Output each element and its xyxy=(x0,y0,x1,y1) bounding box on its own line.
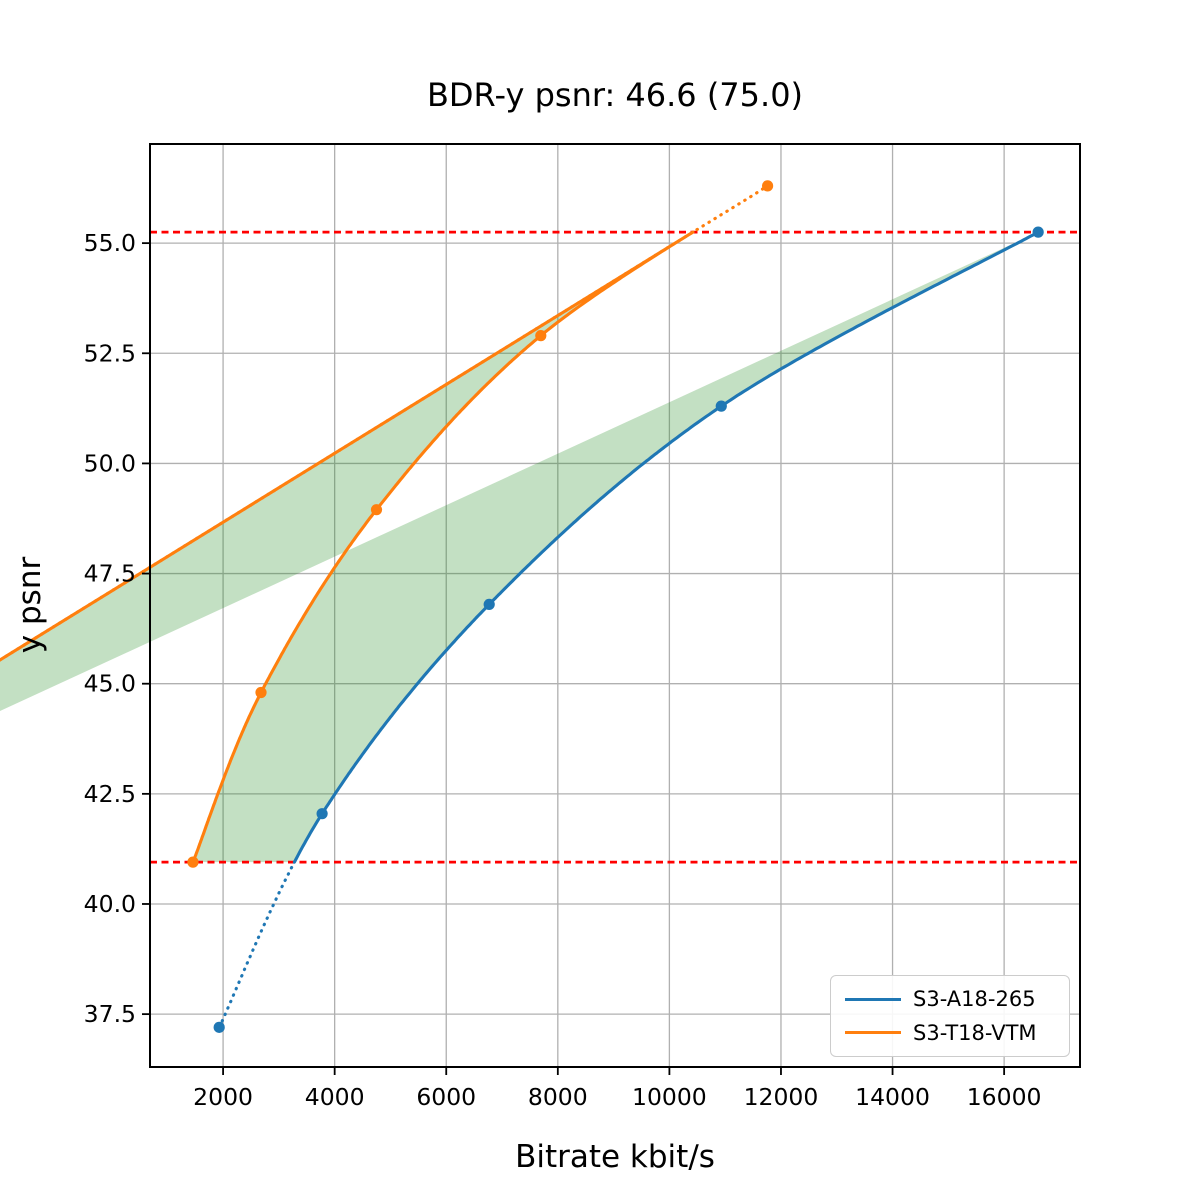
data-point-marker xyxy=(483,598,495,610)
data-point-marker xyxy=(761,180,774,192)
data-point-marker xyxy=(370,504,383,516)
y-tick-label: 40.0 xyxy=(84,890,136,918)
x-tick-label: 14000 xyxy=(855,1083,930,1111)
legend-line-sample-orange xyxy=(845,1031,901,1035)
legend-item-s3-t18-vtm: S3-T18-VTM xyxy=(831,1021,1069,1045)
y-tick-label: 52.5 xyxy=(84,339,136,367)
x-axis-label: Bitrate kbit/s xyxy=(515,1139,715,1175)
curve-s3-t18-vtm-extrapolated xyxy=(0,184,770,662)
x-tick-label: 12000 xyxy=(744,1083,819,1111)
x-tick-label: 8000 xyxy=(528,1083,588,1111)
data-point-marker xyxy=(316,808,328,820)
x-tick-label: 16000 xyxy=(967,1083,1042,1111)
curve-s3-a18-265-extrapolated xyxy=(217,860,296,1029)
plot-border xyxy=(149,143,1081,1068)
x-tick-label: 6000 xyxy=(416,1083,476,1111)
legend-line-sample-blue xyxy=(845,997,901,1001)
y-tick-label: 50.0 xyxy=(84,449,136,477)
y-axis-label: y psnr xyxy=(12,556,48,654)
bd-shaded-region xyxy=(0,232,1039,863)
legend: S3-A18-265 S3-T18-VTM xyxy=(830,975,1070,1057)
x-tick-label: 10000 xyxy=(632,1083,707,1111)
y-tick-label: 42.5 xyxy=(84,780,136,808)
curve-s3-a18-265 xyxy=(292,230,1040,864)
data-point-marker xyxy=(187,856,199,868)
data-point-marker xyxy=(255,686,267,699)
data-point-marker xyxy=(1032,226,1044,238)
data-point-marker xyxy=(213,1021,225,1033)
data-point-marker xyxy=(535,330,547,342)
legend-item-s3-a18-265: S3-A18-265 xyxy=(831,987,1069,1011)
chart-title: BDR-y psnr: 46.6 (75.0) xyxy=(426,76,804,114)
y-tick-label: 37.5 xyxy=(84,1000,136,1028)
x-tick-label: 4000 xyxy=(305,1083,365,1111)
legend-label: S3-A18-265 xyxy=(913,987,1036,1012)
y-tick-label: 55.0 xyxy=(84,229,136,257)
data-point-marker xyxy=(715,400,727,412)
x-tick-label: 2000 xyxy=(193,1083,253,1111)
legend-label: S3-T18-VTM xyxy=(913,1020,1037,1045)
y-tick-label: 47.5 xyxy=(84,560,136,588)
y-tick-label: 45.0 xyxy=(84,670,136,698)
